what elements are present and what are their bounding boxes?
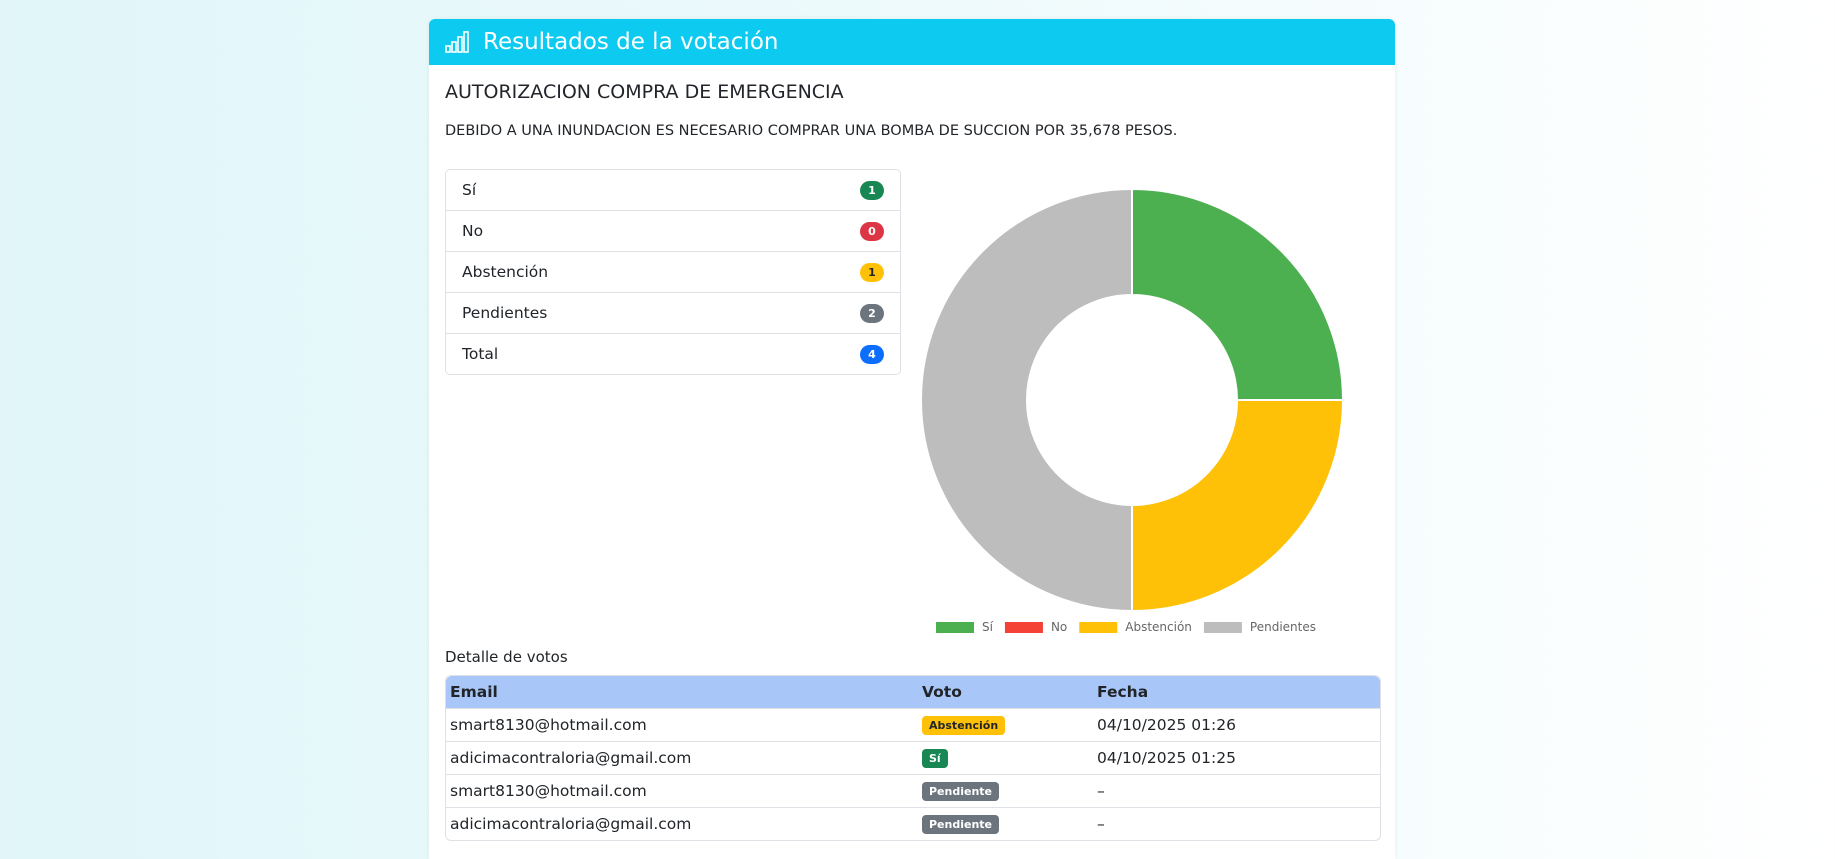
legend-swatch <box>935 622 974 633</box>
details-title: Detalle de votos <box>445 648 568 666</box>
legend-label: Abstención <box>1125 620 1192 634</box>
legend: Sí No Abstención Pendientes <box>935 620 1316 634</box>
summary-label: Total <box>462 345 499 363</box>
count-badge: 4 <box>860 344 884 364</box>
card-header: Resultados de la votación <box>429 19 1395 65</box>
count-badge: 1 <box>860 180 884 200</box>
summary-label: No <box>462 222 484 240</box>
count-badge: 1 <box>860 262 884 282</box>
doughnut-slice <box>1131 187 1345 401</box>
table-row: smart8130@hotmail.com Abstención 04/10/2… <box>446 708 1380 741</box>
table-row: adicimacontraloria@gmail.com Sí 04/10/20… <box>446 741 1380 774</box>
summary-row: Total 4 <box>446 333 900 374</box>
summary-row: No 0 <box>446 210 900 251</box>
poll-description: DEBIDO A UNA INUNDACION ES NECESARIO COM… <box>445 123 1178 139</box>
doughnut-slice <box>920 187 1133 613</box>
summary-label: Abstención <box>462 263 549 281</box>
legend-swatch <box>1079 622 1118 633</box>
email-cell: smart8130@hotmail.com <box>446 708 918 741</box>
legend-swatch <box>1203 622 1242 633</box>
summary-row: Sí 1 <box>446 170 900 210</box>
column-header: Fecha <box>1093 676 1380 708</box>
legend-label: No <box>1051 620 1067 634</box>
email-cell: adicimacontraloria@gmail.com <box>446 807 918 840</box>
table-row: smart8130@hotmail.com Pendiente – <box>446 774 1380 807</box>
vote-cell: Pendiente <box>918 774 1093 807</box>
legend-swatch <box>1004 622 1043 633</box>
table-row: adicimacontraloria@gmail.com Pendiente – <box>446 807 1380 840</box>
vote-cell: Sí <box>918 741 1093 774</box>
vote-badge: Abstención <box>922 716 1006 735</box>
email-cell: smart8130@hotmail.com <box>446 774 918 807</box>
count-badge: 2 <box>860 303 884 323</box>
header-title: Resultados de la votación <box>483 29 779 55</box>
summary-list: Sí 1 No 0 Abstención 1 Pendientes 2 Total 4 <box>445 169 901 375</box>
doughnut-slice <box>1131 399 1345 613</box>
date-cell: 04/10/2025 01:26 <box>1093 708 1380 741</box>
legend-label: Sí <box>982 620 994 634</box>
chart-icon <box>445 31 469 53</box>
doughnut-chart: Sí No Abstención Pendientes <box>920 187 1345 634</box>
vote-badge: Pendiente <box>922 782 1000 801</box>
column-header: Voto <box>918 676 1093 708</box>
summary-label: Pendientes <box>462 304 548 322</box>
date-cell: 04/10/2025 01:25 <box>1093 741 1380 774</box>
email-cell: adicimacontraloria@gmail.com <box>446 741 918 774</box>
vote-cell: Abstención <box>918 708 1093 741</box>
summary-label: Sí <box>462 181 477 199</box>
vote-badge: Pendiente <box>922 815 1000 834</box>
legend-label: Pendientes <box>1250 620 1316 634</box>
date-cell: – <box>1093 774 1380 807</box>
count-badge: 0 <box>860 221 884 241</box>
poll-title: AUTORIZACION COMPRA DE EMERGENCIA <box>445 81 844 103</box>
summary-row: Pendientes 2 <box>446 292 900 333</box>
column-header: Email <box>446 676 918 708</box>
date-cell: – <box>1093 807 1380 840</box>
summary-row: Abstención 1 <box>446 251 900 292</box>
vote-badge: Sí <box>922 749 948 768</box>
results-card: Resultados de la votación AUTORIZACION C… <box>429 19 1395 859</box>
votes-table: Email Voto Fecha smart8130@hotmail.com A… <box>445 675 1381 841</box>
vote-cell: Pendiente <box>918 807 1093 840</box>
